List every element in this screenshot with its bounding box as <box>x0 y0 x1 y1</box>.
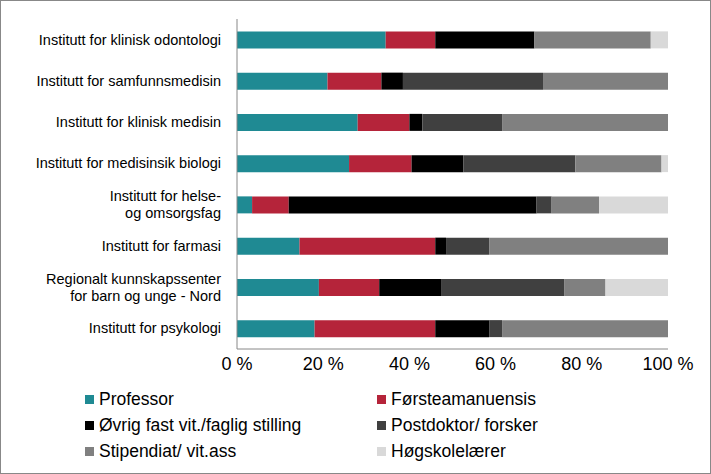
html-text:Førsteamanuensis: Førsteamanuensis <box>391 389 536 409</box>
svg-text:40 %: 40 % <box>389 354 430 374</box>
svg-text:Institutt for medisinsik biolo: Institutt for medisinsik biologi <box>36 155 221 171</box>
svg-text:Institutt for helse-og omsorgs: Institutt for helse-og omsorgsfag <box>110 188 221 221</box>
svg-text:Institutt for klinisk medisin: Institutt for klinisk medisin <box>56 114 221 130</box>
html-text:Professor: Professor <box>99 389 174 409</box>
svg-text:Institutt for psykologi: Institutt for psykologi <box>89 320 221 336</box>
svg-text:60 %: 60 % <box>475 354 516 374</box>
svg-text:100 %: 100 % <box>642 354 693 374</box>
svg-text:Institutt for klinisk odontolo: Institutt for klinisk odontologi <box>39 32 221 48</box>
html-text:Stipendiat/ vit.ass: Stipendiat/ vit.ass <box>99 441 237 461</box>
svg-text:20 %: 20 % <box>303 354 344 374</box>
svg-text:0 %: 0 % <box>221 354 252 374</box>
svg-text:Institutt for samfunnsmedisin: Institutt for samfunnsmedisin <box>36 73 221 89</box>
svg-text:Regionalt kunnskapssenterfor b: Regionalt kunnskapssenterfor barn og ung… <box>46 271 221 304</box>
html-text:Høgskolelærer: Høgskolelærer <box>391 441 506 461</box>
html-text:Postdoktor/ forsker: Postdoktor/ forsker <box>391 415 538 435</box>
svg-text:Institutt for farmasi: Institutt for farmasi <box>102 238 221 254</box>
html-text:Øvrig fast vit./faglig stillin: Øvrig fast vit./faglig stilling <box>99 415 302 435</box>
svg-text:80 %: 80 % <box>561 354 602 374</box>
